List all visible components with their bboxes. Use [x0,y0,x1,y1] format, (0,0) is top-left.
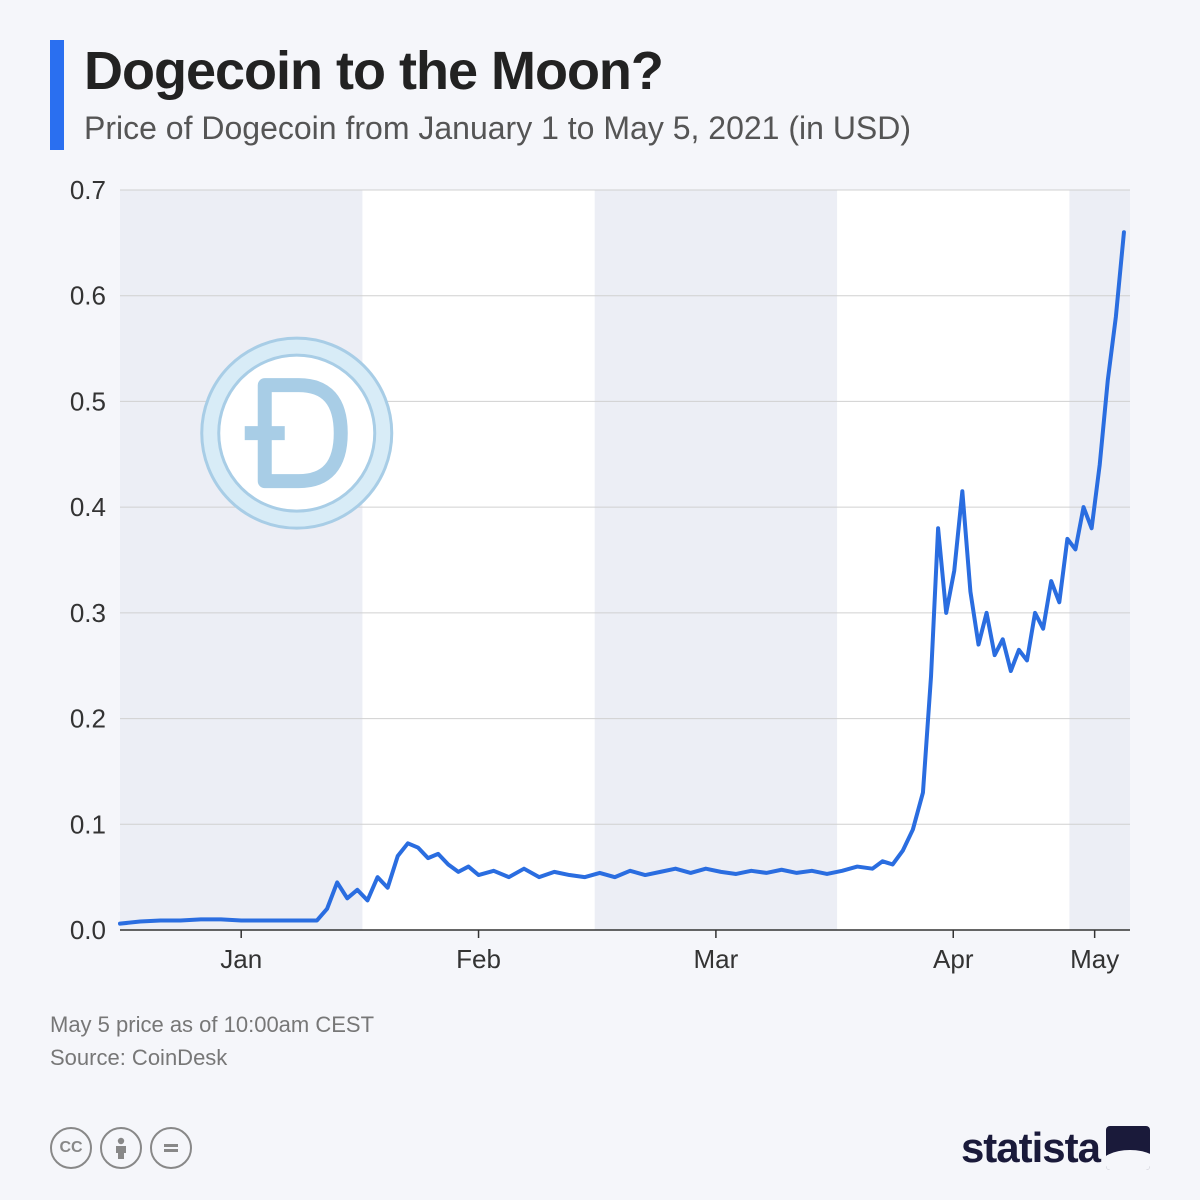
chart-title: Dogecoin to the Moon? [84,40,1150,102]
footnote-time: May 5 price as of 10:00am CEST [50,1008,1150,1041]
brand-name: statista [961,1124,1100,1172]
chart-area: 0.0 0.1 0.2 0.3 0.4 0.5 0.6 0.7 Jan Feb Mar Apr May [50,170,1150,990]
line-chart: 0.0 0.1 0.2 0.3 0.4 0.5 0.6 0.7 Jan Feb Mar Apr May [50,170,1150,990]
svg-text:May: May [1070,944,1119,974]
svg-text:Feb: Feb [456,944,501,974]
nd-icon [150,1127,192,1169]
svg-text:Mar: Mar [694,944,739,974]
by-icon [100,1127,142,1169]
bottom-row: CC statista [50,1124,1150,1172]
chart-subtitle: Price of Dogecoin from January 1 to May … [84,110,1150,147]
accent-bar [50,40,64,150]
brand-wave-icon [1106,1126,1150,1170]
svg-text:0.7: 0.7 [70,175,106,205]
svg-text:0.0: 0.0 [70,915,106,945]
footnote-source: Source: CoinDesk [50,1041,1150,1074]
brand-logo: statista [961,1124,1150,1172]
cc-license-icons: CC [50,1127,192,1169]
header: Dogecoin to the Moon? Price of Dogecoin … [50,40,1150,150]
title-block: Dogecoin to the Moon? Price of Dogecoin … [84,40,1150,147]
cc-icon: CC [50,1127,92,1169]
svg-text:Apr: Apr [933,944,974,974]
svg-text:0.4: 0.4 [70,492,106,522]
svg-text:0.3: 0.3 [70,598,106,628]
svg-text:0.6: 0.6 [70,281,106,311]
svg-text:0.1: 0.1 [70,809,106,839]
svg-text:Jan: Jan [220,944,262,974]
footer-notes: May 5 price as of 10:00am CEST Source: C… [50,1008,1150,1074]
svg-text:0.2: 0.2 [70,704,106,734]
svg-text:0.5: 0.5 [70,386,106,416]
